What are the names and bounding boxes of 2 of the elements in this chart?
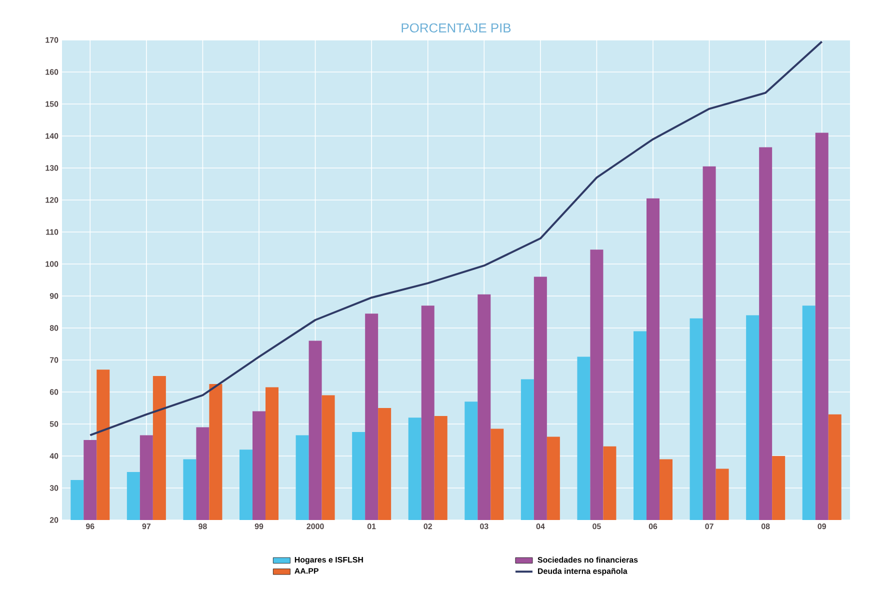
- chart-title: PORCENTAJE PIB: [402, 23, 511, 32]
- line-series: [89, 40, 823, 436]
